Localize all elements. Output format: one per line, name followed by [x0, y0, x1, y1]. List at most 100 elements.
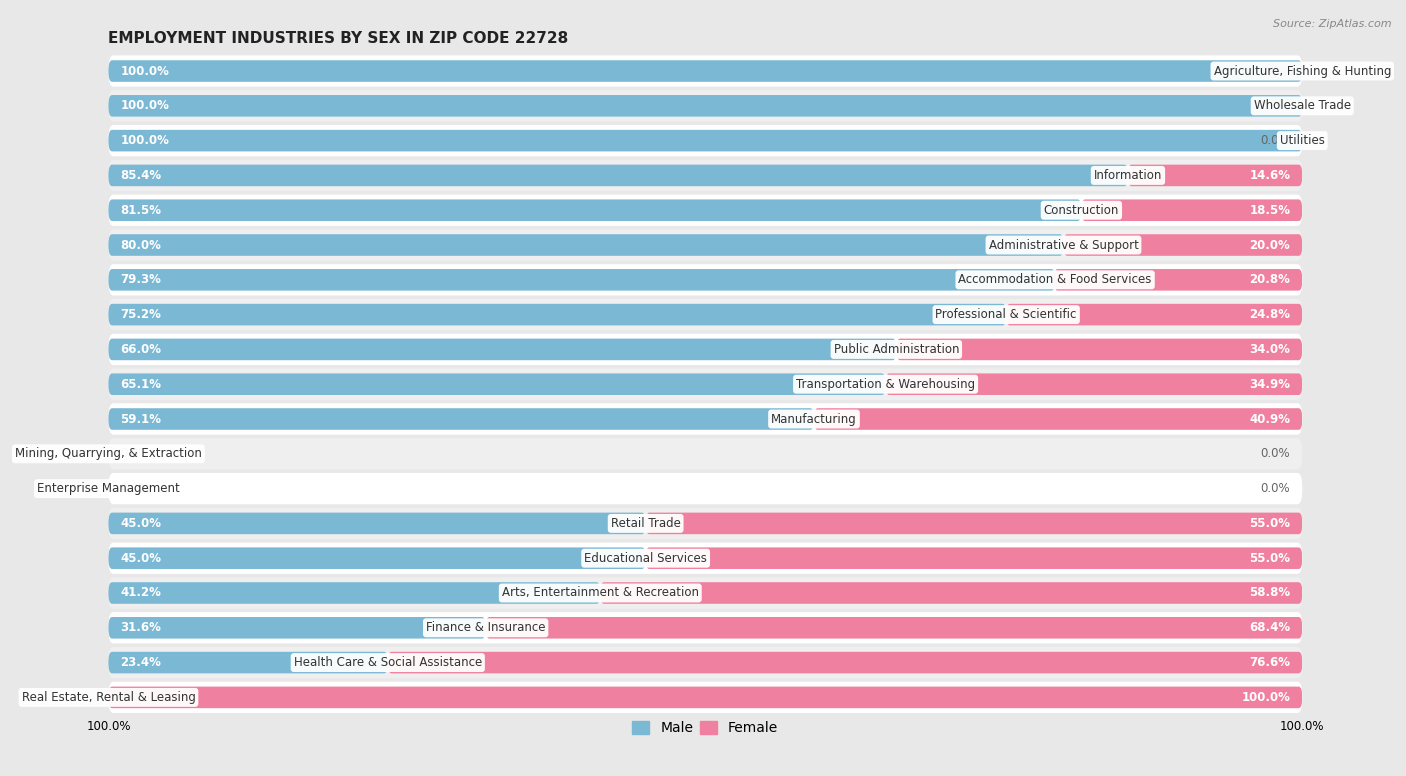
- FancyBboxPatch shape: [108, 582, 600, 604]
- Text: Source: ZipAtlas.com: Source: ZipAtlas.com: [1274, 19, 1392, 29]
- Text: 14.6%: 14.6%: [1250, 169, 1291, 182]
- FancyBboxPatch shape: [108, 125, 1302, 156]
- Text: 58.8%: 58.8%: [1249, 587, 1291, 600]
- Text: 55.0%: 55.0%: [1250, 517, 1291, 530]
- Text: 23.4%: 23.4%: [121, 656, 162, 669]
- Text: Utilities: Utilities: [1279, 134, 1324, 147]
- FancyBboxPatch shape: [108, 269, 1054, 290]
- Text: Finance & Insurance: Finance & Insurance: [426, 622, 546, 634]
- Text: 18.5%: 18.5%: [1250, 204, 1291, 217]
- FancyBboxPatch shape: [108, 617, 485, 639]
- FancyBboxPatch shape: [108, 338, 897, 360]
- Text: Retail Trade: Retail Trade: [610, 517, 681, 530]
- FancyBboxPatch shape: [108, 682, 1302, 713]
- FancyBboxPatch shape: [108, 160, 1302, 191]
- Text: 31.6%: 31.6%: [121, 622, 162, 634]
- FancyBboxPatch shape: [108, 195, 1302, 226]
- FancyBboxPatch shape: [108, 647, 1302, 678]
- Text: Arts, Entertainment & Recreation: Arts, Entertainment & Recreation: [502, 587, 699, 600]
- FancyBboxPatch shape: [1007, 304, 1302, 325]
- Text: 0.0%: 0.0%: [1261, 482, 1291, 495]
- Text: Real Estate, Rental & Leasing: Real Estate, Rental & Leasing: [21, 691, 195, 704]
- Text: 100.0%: 100.0%: [1241, 691, 1291, 704]
- Text: 0.0%: 0.0%: [121, 447, 150, 460]
- Text: 0.0%: 0.0%: [1261, 447, 1291, 460]
- Text: 75.2%: 75.2%: [121, 308, 162, 321]
- FancyBboxPatch shape: [108, 234, 1063, 256]
- Text: Agriculture, Fishing & Hunting: Agriculture, Fishing & Hunting: [1213, 64, 1391, 78]
- FancyBboxPatch shape: [1063, 234, 1302, 256]
- Text: EMPLOYMENT INDUSTRIES BY SEX IN ZIP CODE 22728: EMPLOYMENT INDUSTRIES BY SEX IN ZIP CODE…: [108, 30, 568, 46]
- Text: 40.9%: 40.9%: [1250, 413, 1291, 425]
- Text: 81.5%: 81.5%: [121, 204, 162, 217]
- Text: Transportation & Warehousing: Transportation & Warehousing: [796, 378, 976, 390]
- Text: Manufacturing: Manufacturing: [770, 413, 856, 425]
- Text: Mining, Quarrying, & Extraction: Mining, Quarrying, & Extraction: [15, 447, 202, 460]
- FancyBboxPatch shape: [108, 652, 388, 674]
- Text: 59.1%: 59.1%: [121, 413, 162, 425]
- FancyBboxPatch shape: [645, 547, 1302, 569]
- Text: 45.0%: 45.0%: [121, 517, 162, 530]
- FancyBboxPatch shape: [108, 687, 1302, 708]
- FancyBboxPatch shape: [108, 304, 1007, 325]
- FancyBboxPatch shape: [108, 130, 1302, 151]
- Text: 65.1%: 65.1%: [121, 378, 162, 390]
- FancyBboxPatch shape: [1054, 269, 1302, 290]
- FancyBboxPatch shape: [108, 373, 886, 395]
- Text: 0.0%: 0.0%: [1261, 64, 1291, 78]
- Text: Enterprise Management: Enterprise Management: [37, 482, 180, 495]
- Text: Health Care & Social Assistance: Health Care & Social Assistance: [294, 656, 482, 669]
- Text: 100.0%: 100.0%: [121, 134, 169, 147]
- Text: Accommodation & Food Services: Accommodation & Food Services: [959, 273, 1152, 286]
- Text: 41.2%: 41.2%: [121, 587, 162, 600]
- FancyBboxPatch shape: [108, 334, 1302, 365]
- Text: Educational Services: Educational Services: [585, 552, 707, 565]
- Legend: Male, Female: Male, Female: [627, 715, 783, 741]
- Text: 34.0%: 34.0%: [1250, 343, 1291, 356]
- FancyBboxPatch shape: [108, 165, 1128, 186]
- Text: 80.0%: 80.0%: [121, 238, 162, 251]
- Text: 34.9%: 34.9%: [1250, 378, 1291, 390]
- Text: 79.3%: 79.3%: [121, 273, 162, 286]
- FancyBboxPatch shape: [108, 61, 1302, 81]
- Text: 0.0%: 0.0%: [1261, 134, 1291, 147]
- Text: 68.4%: 68.4%: [1249, 622, 1291, 634]
- FancyBboxPatch shape: [108, 90, 1302, 122]
- FancyBboxPatch shape: [108, 369, 1302, 400]
- Text: 66.0%: 66.0%: [121, 343, 162, 356]
- Text: Public Administration: Public Administration: [834, 343, 959, 356]
- Text: 76.6%: 76.6%: [1250, 656, 1291, 669]
- Text: 20.8%: 20.8%: [1250, 273, 1291, 286]
- Text: 20.0%: 20.0%: [1250, 238, 1291, 251]
- Text: Professional & Scientific: Professional & Scientific: [935, 308, 1077, 321]
- FancyBboxPatch shape: [388, 652, 1302, 674]
- Text: 24.8%: 24.8%: [1250, 308, 1291, 321]
- FancyBboxPatch shape: [108, 577, 1302, 608]
- FancyBboxPatch shape: [108, 542, 1302, 574]
- Text: 100.0%: 100.0%: [121, 99, 169, 113]
- Text: Information: Information: [1094, 169, 1163, 182]
- FancyBboxPatch shape: [108, 95, 1302, 116]
- FancyBboxPatch shape: [108, 473, 1302, 504]
- FancyBboxPatch shape: [108, 404, 1302, 435]
- FancyBboxPatch shape: [108, 264, 1302, 296]
- Text: 0.0%: 0.0%: [121, 482, 150, 495]
- FancyBboxPatch shape: [108, 230, 1302, 261]
- Text: Administrative & Support: Administrative & Support: [988, 238, 1139, 251]
- FancyBboxPatch shape: [108, 55, 1302, 87]
- Text: Wholesale Trade: Wholesale Trade: [1254, 99, 1351, 113]
- Text: 85.4%: 85.4%: [121, 169, 162, 182]
- Text: 55.0%: 55.0%: [1250, 552, 1291, 565]
- FancyBboxPatch shape: [1128, 165, 1302, 186]
- FancyBboxPatch shape: [485, 617, 1302, 639]
- FancyBboxPatch shape: [814, 408, 1302, 430]
- FancyBboxPatch shape: [108, 199, 1081, 221]
- FancyBboxPatch shape: [1081, 199, 1302, 221]
- FancyBboxPatch shape: [108, 299, 1302, 331]
- Text: 100.0%: 100.0%: [121, 64, 169, 78]
- FancyBboxPatch shape: [108, 547, 645, 569]
- Text: 0.0%: 0.0%: [121, 691, 150, 704]
- FancyBboxPatch shape: [886, 373, 1302, 395]
- FancyBboxPatch shape: [600, 582, 1302, 604]
- FancyBboxPatch shape: [108, 508, 1302, 539]
